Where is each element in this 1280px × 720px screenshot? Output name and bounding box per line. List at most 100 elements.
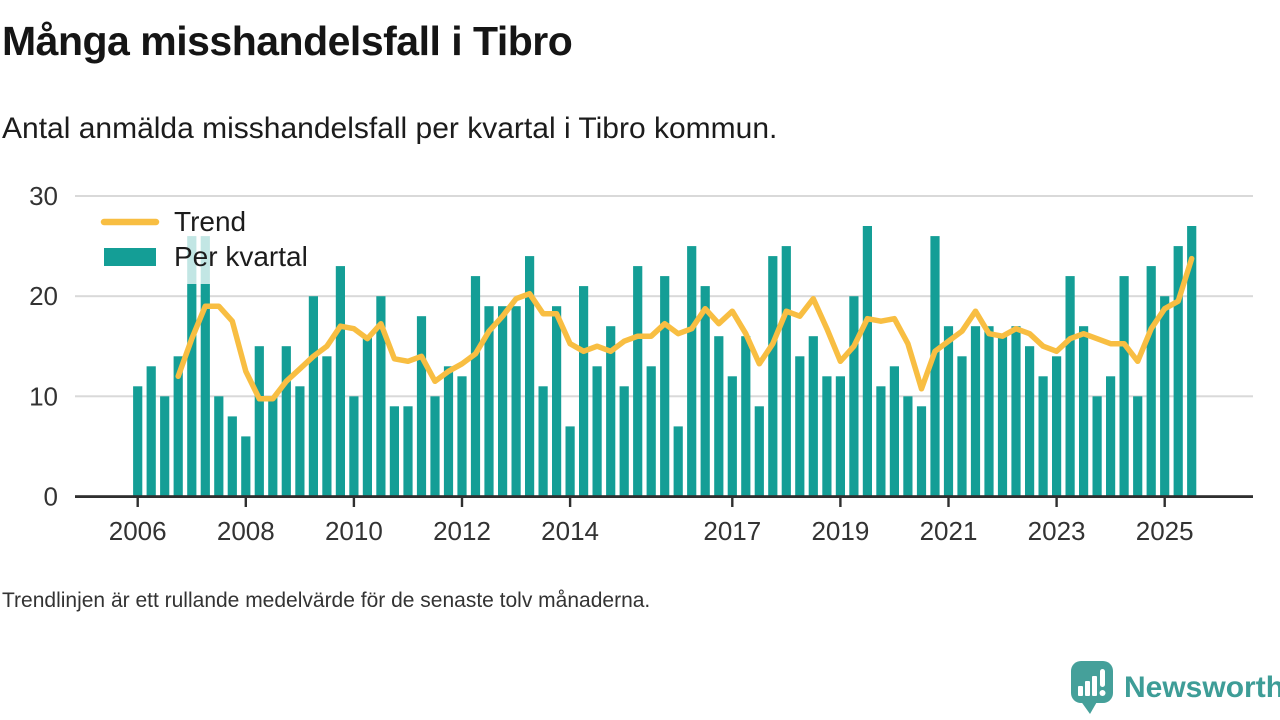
bar bbox=[768, 256, 778, 498]
bar bbox=[970, 326, 981, 498]
x-axis-tick bbox=[1163, 498, 1166, 507]
page-title: Många misshandelsfall i Tibro bbox=[2, 18, 573, 64]
gridline bbox=[75, 195, 1253, 197]
bar bbox=[1133, 396, 1143, 498]
bar bbox=[1038, 376, 1048, 498]
bar bbox=[957, 356, 967, 498]
x-axis-tick-label: 2023 bbox=[1028, 516, 1086, 546]
bar bbox=[565, 426, 575, 498]
x-axis-tick bbox=[352, 498, 356, 507]
x-axis-tick bbox=[136, 498, 139, 507]
x-axis-tick bbox=[731, 498, 734, 507]
bar bbox=[1119, 276, 1129, 498]
bar bbox=[430, 396, 440, 498]
newsworthy-logo: Newsworthy bbox=[1070, 660, 1280, 716]
bar bbox=[389, 406, 399, 498]
bar bbox=[673, 426, 683, 498]
x-axis-tick-label: 2019 bbox=[811, 516, 869, 546]
trend-line bbox=[175, 255, 1195, 402]
x-axis-tick-label: 2021 bbox=[920, 516, 978, 546]
x-axis-tick-label: 2017 bbox=[703, 516, 761, 546]
x-axis-tick-label: 2025 bbox=[1136, 516, 1194, 546]
bar bbox=[254, 346, 264, 498]
y-axis-tick-label: 10 bbox=[29, 381, 58, 411]
x-axis-tick-label: 2014 bbox=[541, 516, 599, 546]
chart-subtitle: Antal anmälda misshandelsfall per kvarta… bbox=[2, 112, 778, 145]
bar bbox=[984, 326, 994, 498]
y-axis-tick-label: 0 bbox=[44, 482, 58, 512]
bar bbox=[687, 246, 697, 498]
legend-trend-label: Trend bbox=[174, 206, 246, 237]
bar bbox=[592, 366, 602, 498]
bar bbox=[362, 336, 372, 498]
bar bbox=[200, 236, 210, 498]
bar bbox=[295, 386, 305, 498]
bar bbox=[268, 396, 278, 498]
bar bbox=[633, 266, 643, 498]
bar bbox=[1011, 326, 1021, 498]
bar bbox=[781, 246, 791, 498]
bar bbox=[1025, 346, 1035, 498]
bar bbox=[930, 236, 940, 498]
bar bbox=[795, 356, 805, 498]
bar bbox=[403, 406, 413, 498]
chart-footnote: Trendlinjen är ett rullande medelvärde f… bbox=[2, 589, 651, 612]
bar bbox=[619, 386, 629, 498]
bar bbox=[133, 386, 143, 498]
x-axis-tick-label: 2008 bbox=[217, 516, 275, 546]
bar bbox=[214, 396, 224, 498]
bar bbox=[443, 366, 454, 498]
legend-bars-label: Per kvartal bbox=[174, 241, 308, 272]
bar bbox=[457, 376, 467, 498]
bar bbox=[1052, 356, 1062, 498]
bar bbox=[660, 276, 670, 498]
legend-background bbox=[84, 200, 310, 284]
bar bbox=[943, 326, 954, 498]
bar bbox=[187, 236, 197, 498]
bar bbox=[1106, 376, 1116, 498]
bar bbox=[849, 296, 859, 498]
bar bbox=[876, 386, 886, 498]
bar bbox=[376, 296, 386, 498]
bar bbox=[538, 386, 548, 498]
bar bbox=[808, 336, 818, 498]
x-axis-tick-label: 2010 bbox=[325, 516, 383, 546]
bar bbox=[997, 336, 1008, 498]
bar bbox=[1160, 296, 1170, 498]
bar bbox=[916, 406, 927, 498]
bar bbox=[173, 356, 183, 498]
bar bbox=[308, 296, 318, 498]
bar bbox=[754, 406, 764, 498]
bar bbox=[525, 256, 535, 498]
bar bbox=[579, 286, 589, 498]
bar bbox=[1065, 276, 1075, 498]
x-axis-tick bbox=[460, 498, 464, 507]
bar bbox=[862, 226, 872, 498]
brand-name: Newsworthy bbox=[1124, 671, 1280, 704]
y-axis-tick-label: 30 bbox=[29, 181, 58, 211]
bar bbox=[889, 366, 899, 498]
bar-chart-speech-bubble-icon bbox=[1071, 661, 1113, 714]
bar bbox=[835, 376, 845, 498]
bar bbox=[700, 286, 710, 498]
x-axis-line bbox=[75, 495, 1253, 498]
bar bbox=[727, 376, 737, 498]
bar bbox=[1146, 266, 1156, 498]
y-axis-tick-label: 20 bbox=[29, 281, 58, 311]
bar bbox=[606, 326, 616, 498]
bar bbox=[160, 396, 170, 498]
bar bbox=[646, 366, 656, 498]
x-axis-tick-label: 2012 bbox=[433, 516, 491, 546]
bar bbox=[903, 396, 913, 498]
bar bbox=[322, 356, 332, 498]
bar bbox=[822, 376, 832, 498]
x-axis-tick bbox=[839, 498, 842, 507]
x-axis-tick bbox=[947, 498, 950, 507]
bar bbox=[470, 276, 481, 498]
x-axis-tick-label: 2006 bbox=[109, 516, 167, 546]
bar bbox=[1173, 246, 1183, 498]
bar bbox=[227, 416, 237, 498]
bar bbox=[1187, 226, 1197, 498]
bar bbox=[484, 306, 494, 498]
